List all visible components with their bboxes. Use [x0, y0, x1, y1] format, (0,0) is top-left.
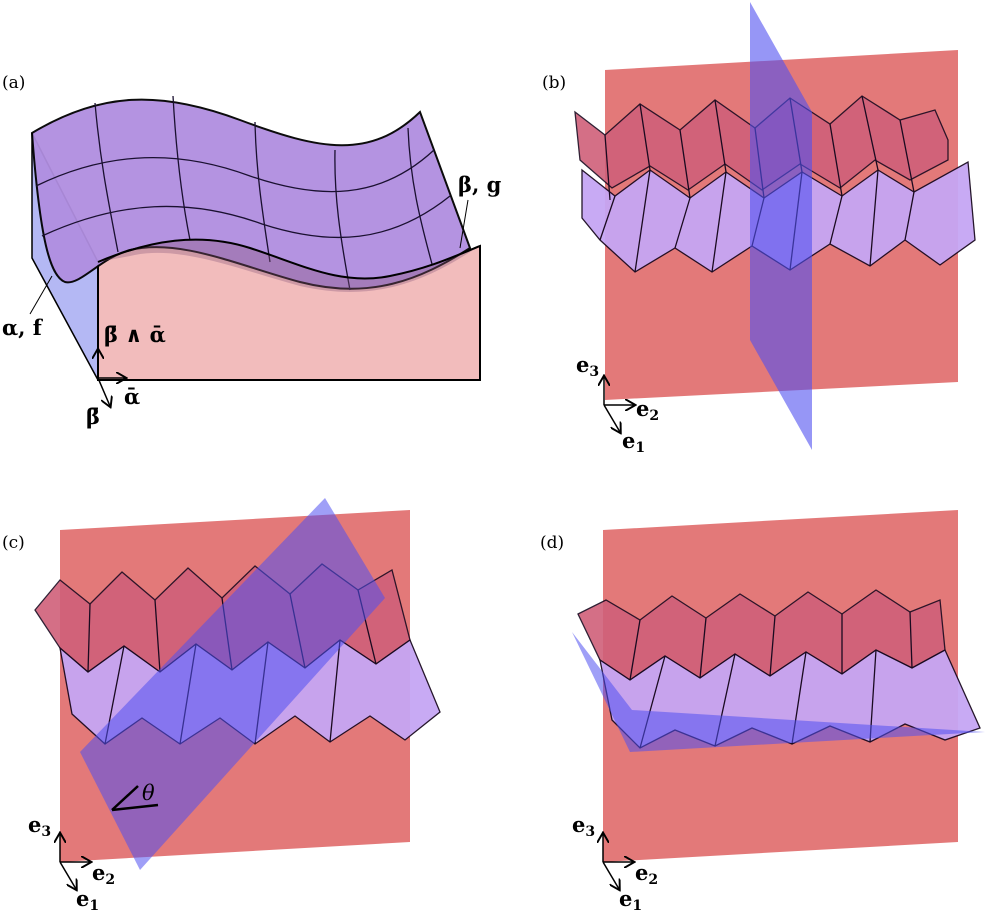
panel-b: (b) e3 e2 e1 — [542, 2, 976, 456]
blue-plane — [80, 498, 385, 870]
label-alpha-bar: ᾱ — [124, 384, 140, 409]
panel-label-d: (d) — [540, 533, 564, 553]
svg-text:e1: e1 — [622, 428, 645, 456]
panel-label-a: (a) — [2, 73, 25, 93]
panel-d: (d) e3 e2 e1 — [540, 510, 985, 912]
svg-text:e2: e2 — [635, 860, 658, 888]
e1-label: e — [622, 428, 635, 453]
svg-text:e1: e1 — [619, 886, 642, 912]
panel-label-c: (c) — [2, 533, 25, 553]
label-beta-bar: β̄ — [86, 404, 100, 429]
axes-b: e3 e2 e1 — [576, 352, 659, 456]
panel-label-b: (b) — [542, 73, 566, 93]
surface-grid — [35, 95, 451, 291]
theta-label: θ — [142, 781, 155, 805]
axes-d: e3 e2 e1 — [572, 812, 658, 912]
blue-plane — [572, 632, 985, 752]
svg-text:e3: e3 — [572, 812, 595, 840]
svg-text:e3: e3 — [28, 812, 51, 840]
axes-c: e3 e2 e1 — [28, 812, 115, 912]
svg-text:e3: e3 — [576, 352, 599, 380]
overlap-shade — [98, 239, 480, 292]
svg-text:e2: e2 — [92, 860, 115, 888]
label-wedge: β̄ ∧ ᾱ — [104, 322, 166, 347]
svg-text:e2: e2 — [636, 396, 659, 424]
e2-label: e — [636, 396, 649, 421]
e3-label: e — [576, 352, 589, 377]
label-alpha-f: α, f — [2, 315, 44, 340]
angle-marker: θ — [111, 781, 159, 812]
svg-text:e1: e1 — [76, 886, 99, 912]
purple-surface — [30, 98, 472, 290]
label-beta-g: β, g — [458, 172, 502, 197]
blue-plane — [750, 2, 812, 450]
panel-a: (a) β, g α, f β̄ ∧ ᾱ ᾱ β̄ — [2, 73, 502, 429]
panel-c: (c) θ e3 e2 e1 — [2, 498, 441, 912]
